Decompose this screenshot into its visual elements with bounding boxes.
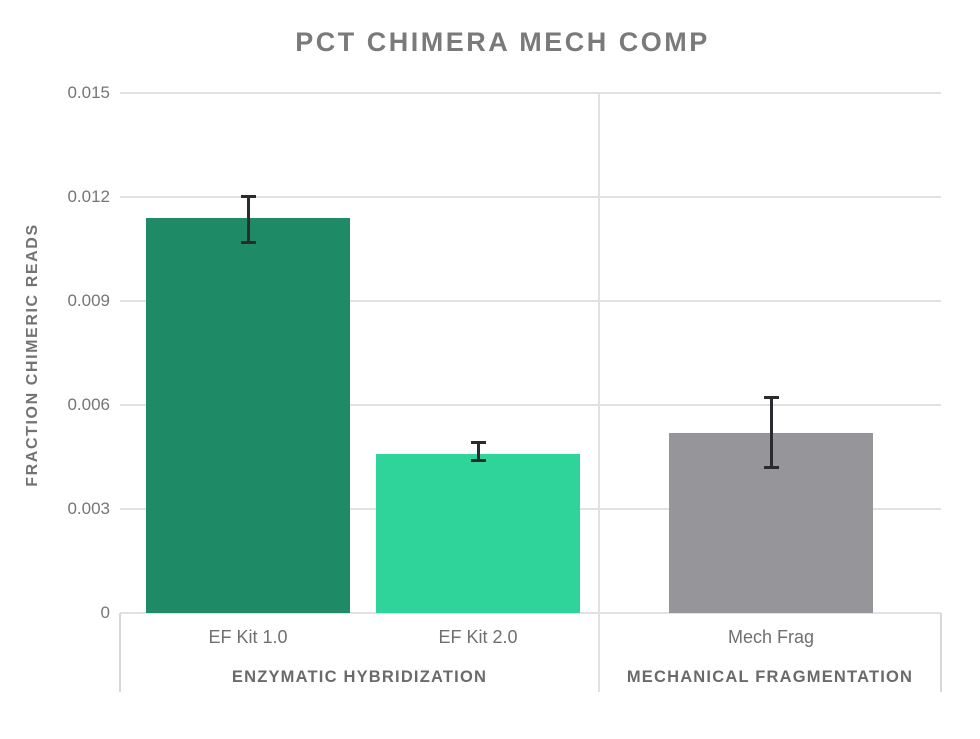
error-bar-cap-top bbox=[470, 441, 486, 445]
gridline bbox=[120, 612, 941, 614]
bar-ef-kit-2-0 bbox=[376, 453, 580, 613]
group-label: ENZYMATIC HYBRIDIZATION bbox=[231, 668, 488, 686]
chart-title: PCT CHIMERA MECH COMP bbox=[295, 27, 710, 57]
gridline bbox=[120, 404, 941, 406]
y-tick-label: 0.006 bbox=[67, 395, 110, 414]
error-bar-cap-bottom bbox=[763, 466, 779, 470]
frame-left-line bbox=[119, 613, 121, 692]
error-bar-cap-bottom bbox=[470, 459, 486, 463]
category-label: Mech Frag bbox=[727, 627, 815, 647]
y-tick-label: 0.003 bbox=[67, 499, 110, 518]
error-bar-stem bbox=[476, 443, 480, 461]
gridline bbox=[120, 300, 941, 302]
error-bar-stem bbox=[769, 398, 773, 468]
error-bar-cap-top bbox=[240, 195, 256, 198]
frame-right-line bbox=[940, 613, 942, 692]
y-tick-label: 0 bbox=[100, 603, 110, 622]
category-label: EF Kit 2.0 bbox=[438, 627, 518, 647]
category-label: EF Kit 1.0 bbox=[208, 627, 288, 647]
error-bar-stem bbox=[246, 197, 250, 243]
y-tick-label: 0.009 bbox=[67, 291, 110, 310]
group-divider-line bbox=[598, 93, 600, 692]
gridline bbox=[120, 196, 941, 198]
bar-ef-kit-1-0 bbox=[146, 217, 350, 613]
group-label: MECHANICAL FRAGMENTATION bbox=[626, 668, 914, 686]
gridline bbox=[120, 92, 941, 94]
y-tick-label: 0.012 bbox=[67, 187, 110, 206]
error-bar-cap-bottom bbox=[240, 241, 256, 245]
error-bar-cap-top bbox=[763, 396, 779, 400]
y-tick-label: 0.015 bbox=[67, 83, 110, 102]
y-axis-label: FRACTION CHIMERIC READS bbox=[24, 223, 41, 487]
